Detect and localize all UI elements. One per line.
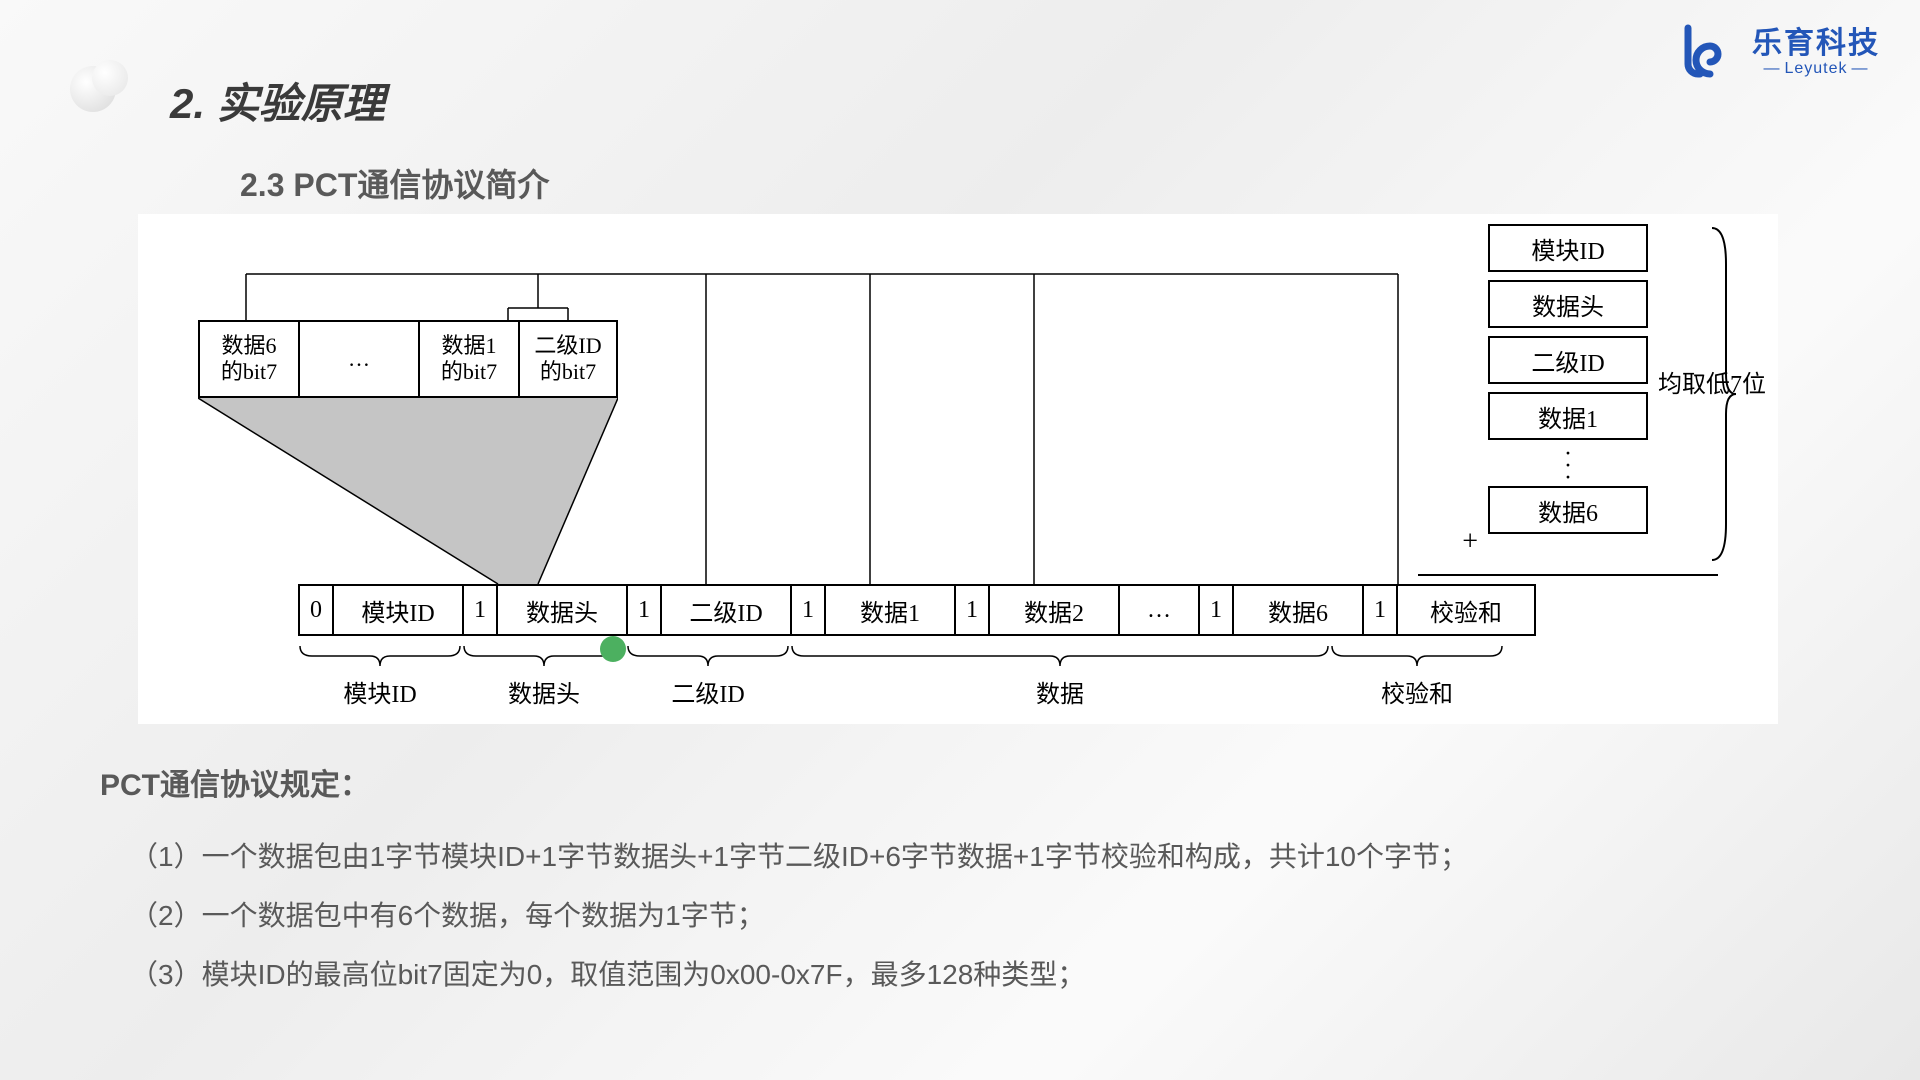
- rule-2: （2）一个数据包中有6个数据，每个数据为1字节；: [100, 887, 1820, 946]
- packet-cell: 1: [462, 584, 496, 636]
- page-title: 2. 实验原理: [170, 70, 385, 131]
- logo-cn: 乐育科技: [1752, 27, 1880, 60]
- sum-cell: 数据头: [1488, 280, 1648, 328]
- explode-cell: 数据6的bit7: [198, 320, 298, 398]
- sum-cell: 数据6: [1488, 486, 1648, 534]
- underbrace: 校验和: [1330, 644, 1504, 709]
- underbrace: 模块ID: [298, 644, 462, 709]
- packet-cell: 数据2: [988, 584, 1118, 636]
- sum-cell: 模块ID: [1488, 224, 1648, 272]
- low7-note: 均取低7位: [1658, 364, 1858, 399]
- packet-cell: 模块ID: [332, 584, 462, 636]
- packet-cell: 校验和: [1396, 584, 1536, 636]
- packet-cell: 1: [1198, 584, 1232, 636]
- fan-triangle: [198, 398, 618, 584]
- logo-mark-icon: [1680, 24, 1740, 80]
- explode-cell: 二级ID的bit7: [518, 320, 618, 398]
- rule-1: （1）一个数据包由1字节模块ID+1字节数据头+1字节二级ID+6字节数据+1字…: [100, 828, 1820, 887]
- explode-cell: 数据1的bit7: [418, 320, 518, 398]
- rules-block: PCT通信协议规定： （1）一个数据包由1字节模块ID+1字节数据头+1字节二级…: [100, 760, 1820, 1004]
- plus-sign: +: [1462, 526, 1478, 558]
- packet-cell: 数据头: [496, 584, 626, 636]
- underbrace: 二级ID: [626, 644, 790, 709]
- packet-cell: 0: [298, 584, 332, 636]
- packet-cell: 1: [626, 584, 660, 636]
- packet-cell: 数据6: [1232, 584, 1362, 636]
- rule-3: （3）模块ID的最高位bit7固定为0，取值范围为0x00-0x7F，最多128…: [100, 946, 1820, 1005]
- header-bullet-icon: [70, 60, 130, 120]
- packet-cell: 1: [1362, 584, 1396, 636]
- packet-cell: 1: [954, 584, 988, 636]
- vdots-icon: ···: [1488, 448, 1648, 484]
- checksum-sum-column: 模块ID 数据头二级ID 数据1 ···数据6: [1488, 224, 1648, 542]
- packet-cell: 1: [790, 584, 824, 636]
- explode-cell: …: [298, 320, 418, 398]
- cursor-dot-icon: [600, 636, 626, 662]
- packet-cell: 二级ID: [660, 584, 790, 636]
- logo-en: Leyutek: [1752, 60, 1880, 78]
- protocol-diagram: 数据6的bit7…数据1的bit7二级ID的bit7 0模块ID1数据头1二级I…: [138, 214, 1778, 724]
- underbrace: 数据: [790, 644, 1330, 709]
- brand-logo: 乐育科技 Leyutek: [1680, 24, 1880, 80]
- packet-row: 0模块ID1数据头1二级ID1数据11数据2…1数据61校验和: [298, 584, 1536, 636]
- packet-cell: 数据1: [824, 584, 954, 636]
- section-subtitle: 2.3 PCT通信协议简介: [240, 160, 549, 206]
- sum-cell: 数据1: [1488, 392, 1648, 440]
- rules-heading: PCT通信协议规定：: [100, 760, 1820, 804]
- sum-rule-line: [1418, 574, 1718, 576]
- data-header-explode: 数据6的bit7…数据1的bit7二级ID的bit7: [198, 320, 618, 398]
- packet-cell: …: [1118, 584, 1198, 636]
- sum-cell: 二级ID: [1488, 336, 1648, 384]
